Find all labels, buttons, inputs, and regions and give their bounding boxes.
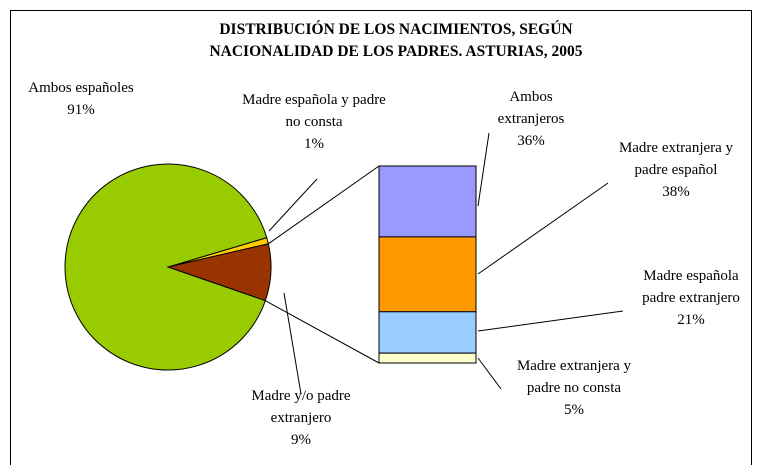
label-value: 36% (517, 133, 545, 149)
label-name: Ambos extranjeros (497, 89, 565, 127)
label-name: Madre extranjera y padre no consta (516, 358, 632, 396)
label-name: Madre y/o padre extranjero (251, 388, 351, 426)
pie-label: Madre española y padre no consta 1% (239, 89, 389, 155)
pie-slice (64, 163, 268, 371)
label-value: 38% (662, 184, 690, 200)
label-value: 5% (564, 402, 584, 418)
leader-line (477, 357, 502, 390)
label-value: 1% (304, 136, 324, 152)
chart-frame: DISTRIBUCIÓN DE LOS NACIMIENTOS, SEGÚN N… (10, 10, 752, 465)
label-name: Ambos españoles (28, 80, 134, 96)
connector-line (265, 300, 380, 364)
pie-label: Ambos españoles 91% (11, 77, 156, 121)
leader-line (477, 310, 624, 332)
label-value: 9% (291, 432, 311, 448)
label-name: Madre española padre extranjero (642, 268, 740, 306)
bar-label: Madre española padre extranjero 21% (626, 265, 751, 331)
bar-segment (378, 165, 477, 238)
label-value: 21% (677, 312, 705, 328)
label-name: Madre extranjera y padre español (618, 140, 734, 178)
connector-line (268, 165, 380, 245)
pie-label: Madre y/o padre extranjero 9% (236, 385, 366, 451)
chart-title: DISTRIBUCIÓN DE LOS NACIMIENTOS, SEGÚN N… (209, 21, 583, 60)
bar-segment (378, 236, 477, 313)
bar-label: Madre extranjera y padre español 38% (606, 137, 746, 203)
leader-line (268, 178, 318, 232)
bar-segment (378, 352, 477, 364)
bar-label: Ambos extranjeros 36% (486, 86, 576, 152)
chart (64, 132, 624, 395)
leader-line (477, 182, 609, 275)
leader-lines (268, 132, 624, 395)
leader-line (477, 132, 490, 207)
bar-label: Madre extranjera y padre no consta 5% (504, 355, 644, 421)
label-value: 91% (67, 102, 95, 118)
label-name: Madre española y padre no consta (242, 92, 386, 130)
leader-line (283, 292, 302, 395)
bar-segment (378, 311, 477, 354)
